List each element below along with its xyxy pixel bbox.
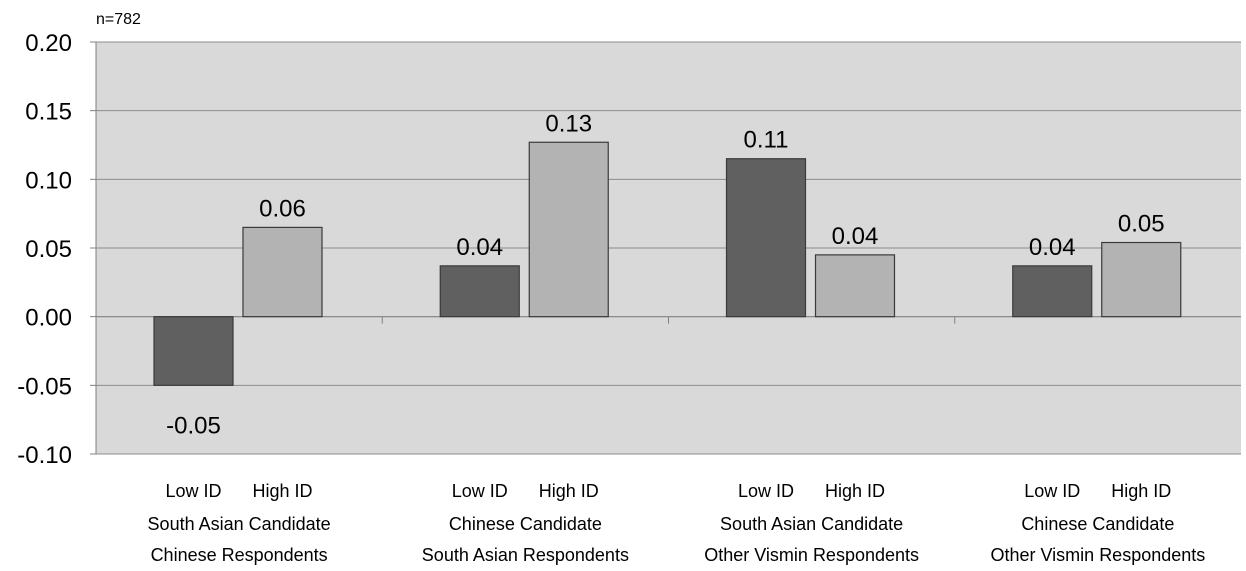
data-label: 0.04 — [456, 234, 503, 261]
bar-high-id — [242, 226, 323, 318]
category-label: High ID — [252, 481, 312, 501]
sample-size-annotation: n=782 — [96, 11, 141, 28]
group-label-line2: Other Vismin Respondents — [990, 545, 1205, 565]
y-tick-label: -0.05 — [17, 373, 72, 400]
bar-high-id — [814, 254, 896, 318]
bar-high-id — [528, 141, 609, 318]
labels: 0.20 0.15 0.10 0.05 0.00 -0.05 -0.10 -0.05 Low I… — [17, 30, 1205, 565]
group-label-line2: Chinese Respondents — [151, 545, 328, 565]
y-tick-label: 0.10 — [25, 167, 72, 194]
data-label: 0.04 — [832, 223, 879, 250]
group-label-line1: Chinese Candidate — [1021, 514, 1174, 534]
y-tick-label: 0.00 — [25, 305, 72, 332]
data-label: 0.05 — [1118, 211, 1165, 238]
group-label-line2: South Asian Respondents — [422, 545, 629, 565]
category-label: Low ID — [1024, 481, 1080, 501]
bar-low-id — [439, 265, 520, 318]
group-label-line1: South Asian Candidate — [148, 514, 331, 534]
category-label: High ID — [1111, 481, 1171, 501]
data-label: 0.06 — [259, 195, 306, 222]
group-label-line1: Chinese Candidate — [449, 514, 602, 534]
group-label-line2: Other Vismin Respondents — [704, 545, 919, 565]
category-label: High ID — [539, 481, 599, 501]
category-label: Low ID — [738, 481, 794, 501]
category-label: Low ID — [452, 481, 508, 501]
bar-low-id — [153, 316, 234, 386]
bar-low-id — [725, 158, 807, 318]
y-tick-label: -0.10 — [17, 442, 72, 469]
y-tick-label: 0.05 — [25, 236, 72, 263]
group-label-line1: South Asian Candidate — [720, 514, 903, 534]
y-tick-label: 0.15 — [25, 99, 72, 126]
bar-high-id — [1101, 241, 1182, 318]
bars — [153, 141, 1182, 386]
data-label: 0.11 — [744, 127, 789, 154]
bar-low-id — [1012, 265, 1093, 318]
data-label: -0.05 — [166, 412, 221, 439]
data-label: 0.13 — [545, 110, 592, 137]
category-label: High ID — [825, 481, 885, 501]
data-label: 0.04 — [1029, 234, 1076, 261]
y-tick-label: 0.20 — [25, 30, 72, 57]
category-label: Low ID — [165, 481, 221, 501]
